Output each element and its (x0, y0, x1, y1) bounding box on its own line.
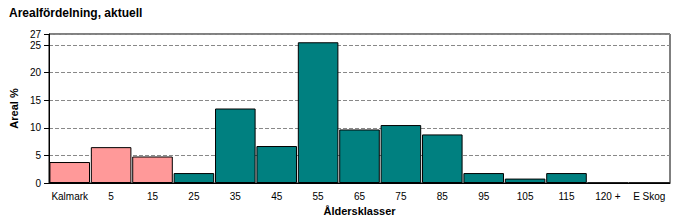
svg-text:20: 20 (30, 67, 42, 78)
svg-text:45: 45 (271, 191, 283, 202)
svg-text:5: 5 (35, 150, 41, 161)
svg-text:85: 85 (437, 191, 449, 202)
svg-text:95: 95 (478, 191, 490, 202)
svg-text:0: 0 (35, 178, 41, 189)
svg-text:105: 105 (517, 191, 534, 202)
svg-text:E Skog: E Skog (633, 191, 665, 202)
svg-text:Åldersklasser: Åldersklasser (323, 205, 396, 217)
svg-text:15: 15 (147, 191, 159, 202)
svg-text:27: 27 (30, 29, 42, 40)
svg-text:Areal %: Areal % (8, 88, 20, 129)
svg-text:75: 75 (395, 191, 407, 202)
svg-text:35: 35 (230, 191, 242, 202)
svg-text:Arealfördelning, aktuell: Arealfördelning, aktuell (9, 6, 142, 20)
svg-text:65: 65 (354, 191, 366, 202)
svg-text:Kalmark: Kalmark (51, 191, 89, 202)
svg-text:115: 115 (559, 191, 575, 202)
svg-text:5: 5 (108, 191, 114, 202)
svg-text:25: 25 (188, 191, 200, 202)
svg-text:10: 10 (30, 122, 42, 133)
svg-text:55: 55 (313, 191, 325, 202)
svg-text:25: 25 (30, 40, 42, 51)
svg-text:120 +: 120 + (595, 191, 620, 202)
svg-text:15: 15 (30, 95, 42, 106)
